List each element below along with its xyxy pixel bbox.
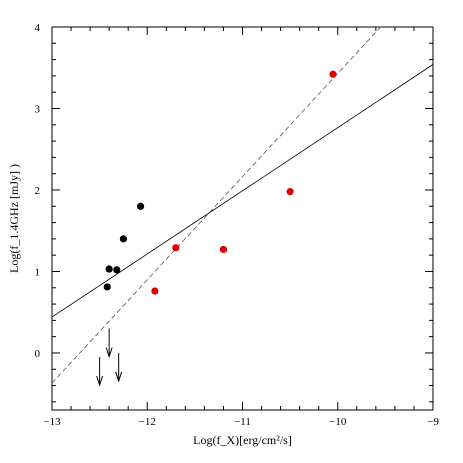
black-point (105, 265, 113, 273)
arrow-head (96, 375, 104, 387)
x-tick-label: −11 (234, 416, 251, 428)
y-tick-label: 3 (35, 103, 41, 115)
y-tick-label: 4 (35, 22, 41, 34)
x-tick-label: −12 (139, 416, 156, 428)
red-point (286, 188, 294, 196)
x-tick-label: −10 (329, 416, 347, 428)
black-point (103, 283, 111, 291)
y-axis-label: Log(f_1.4GHz [mJy] ) (7, 164, 21, 273)
arrow-head (105, 347, 113, 359)
y-tick-label: 1 (35, 266, 41, 278)
y-tick-label: 0 (35, 348, 41, 360)
black-point (119, 235, 128, 243)
upper-limit-arrows (96, 328, 123, 387)
data-points (103, 70, 337, 295)
axis-ticks (51, 26, 434, 410)
solid-line (51, 64, 434, 318)
red-point (172, 244, 180, 252)
black-point (113, 266, 121, 274)
upper-limit-arrow (105, 328, 113, 359)
upper-limit-arrow (115, 352, 123, 383)
black-point (136, 202, 145, 210)
x-tick-label: −13 (43, 416, 61, 428)
red-point (219, 245, 228, 254)
tick-labels: −13 −12 −11 −10 −9 0 1 2 3 4 (35, 22, 440, 428)
red-point (151, 287, 159, 295)
x-tick-label: −9 (427, 416, 439, 428)
red-point (329, 70, 337, 78)
upper-limit-arrow (96, 357, 104, 387)
x-axis-label: Log(f_X)[erg/cm²/s] (193, 433, 292, 447)
fit-lines (51, 26, 434, 384)
arrow-head (115, 371, 123, 383)
y-tick-label: 2 (35, 185, 41, 197)
dashed-line (51, 26, 381, 384)
